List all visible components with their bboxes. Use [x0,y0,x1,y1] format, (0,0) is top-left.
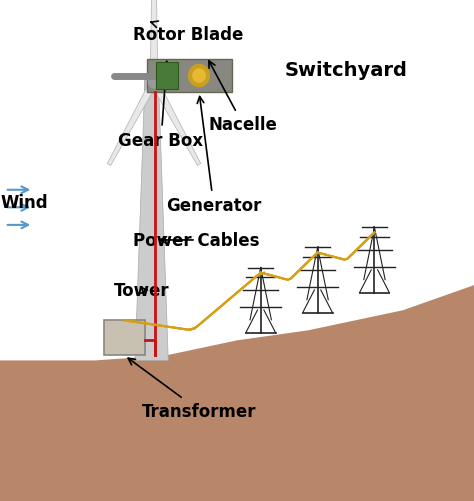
Text: Tower: Tower [114,282,169,300]
Polygon shape [151,81,201,166]
Polygon shape [0,286,474,501]
Circle shape [148,77,160,89]
Text: Rotor Blade: Rotor Blade [133,22,243,44]
FancyBboxPatch shape [144,78,159,90]
Text: Transformer: Transformer [128,358,257,420]
Polygon shape [108,81,157,166]
Text: Switchyard: Switchyard [284,61,407,80]
Circle shape [189,65,210,87]
FancyBboxPatch shape [104,321,145,356]
Text: Gear Box: Gear Box [118,62,204,149]
Text: Power Cables: Power Cables [133,231,259,249]
Polygon shape [150,0,158,83]
Polygon shape [135,90,168,361]
Text: Nacelle: Nacelle [209,62,277,134]
Text: Wind: Wind [0,194,47,212]
Circle shape [193,70,205,83]
Text: Generator: Generator [166,97,261,214]
FancyBboxPatch shape [147,60,232,93]
FancyBboxPatch shape [156,63,178,90]
